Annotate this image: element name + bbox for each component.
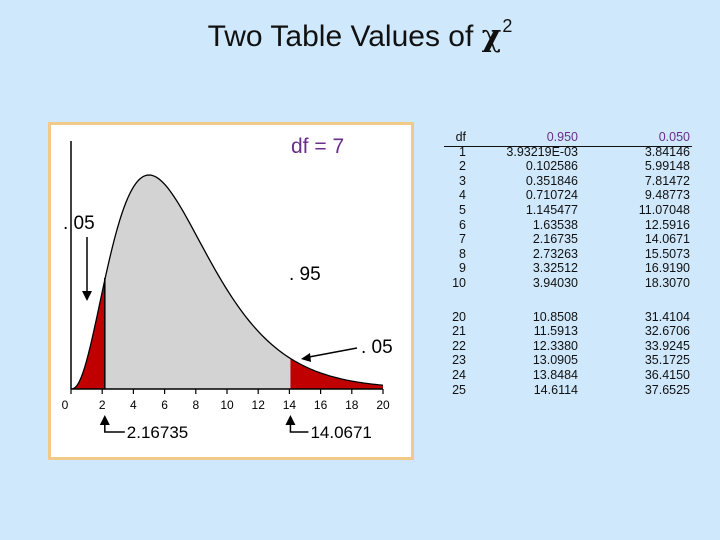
table-cell-p950: 10.8508	[532, 309, 578, 324]
table-cell-p050: 14.0671	[644, 232, 690, 247]
left-tail-label: . 05	[63, 213, 95, 234]
table-cell-df: 9	[459, 261, 466, 276]
table-cell-p050: 18.3070	[644, 275, 690, 290]
table-cell-df: 21	[452, 324, 466, 339]
x-tick-label: 12	[252, 398, 266, 412]
table-cell-p950: 13.8484	[532, 367, 578, 382]
chi-square-chart: 0 2 4 6 8 10 12 14 16 18 20 df = 7 . 05 . 95 . 05 …	[62, 135, 393, 442]
table-gap	[596, 291, 690, 310]
x-tick-label: 18	[345, 398, 359, 412]
density-curve	[70, 174, 384, 390]
table-cell-df: 25	[452, 382, 466, 397]
table-cell-p950: 0.710724	[525, 188, 578, 203]
table-cell-p050: 33.9245	[644, 338, 690, 353]
table-cell-df: 24	[452, 367, 466, 382]
left-critical-arrowhead	[99, 415, 110, 425]
density-area	[71, 175, 383, 389]
right-critical-bracket	[289, 423, 309, 433]
center-area-label: . 95	[289, 264, 321, 285]
p050-column: 0.050 3.84146 5.99148 7.81472 9.48773 11.0704…	[596, 130, 690, 397]
x-tick-label: 0	[62, 398, 69, 412]
table-cell-p050: 16.9190	[644, 261, 690, 276]
right-critical-value: 14.0671	[310, 423, 371, 442]
table-cell-p950: 2.16735	[532, 232, 578, 247]
table-cell-p050: 31.4104	[644, 309, 690, 324]
table-cell-p950: 11.5913	[533, 324, 578, 339]
table-cell-p950: 12.3380	[532, 338, 578, 353]
table-cell-p050: 32.6706	[644, 324, 690, 339]
table-cell-df: 22	[452, 338, 466, 353]
table-cell-p950: 1.145477	[525, 202, 578, 217]
df-column: df 1 2 3 4 5 6 7 8 9 10 20 21 22 23 24 25	[436, 130, 466, 397]
slide-title: Two Table Values of χ2	[0, 16, 720, 54]
p950-column: 0.950 3.93219E-03 0.102586 0.351846 0.710724…	[490, 130, 578, 397]
left-tail-area	[71, 279, 105, 389]
right-tail-area	[290, 358, 383, 389]
table-cell-p950: 3.32512	[532, 261, 578, 276]
table-cell-df: 10	[452, 275, 466, 290]
table-cell-p050: 3.84146	[644, 144, 690, 159]
table-cell-p950: 3.93219E-03	[506, 144, 578, 159]
table-cell-p050: 7.81472	[644, 173, 690, 188]
right-tail-arrowhead	[301, 353, 311, 362]
table-cell-df: 1	[459, 144, 466, 159]
table-cell-df: 6	[459, 217, 466, 232]
table-cell-p050: 11.07048	[638, 202, 690, 217]
table-cell-df: 8	[459, 246, 466, 261]
table-cell-p050: 9.48773	[644, 188, 690, 203]
right-critical-arrowhead	[285, 415, 296, 425]
table-cell-p050: 5.99148	[644, 159, 690, 174]
table-header-rule	[444, 146, 692, 147]
title-superscript: 2	[502, 16, 513, 36]
table-cell-p950: 0.102586	[525, 159, 578, 174]
x-tick-label: 14	[283, 398, 297, 412]
table-cell-p950: 0.351846	[525, 173, 578, 188]
right-tail-label: . 05	[361, 337, 393, 358]
table-header-df: df	[455, 130, 466, 144]
left-critical-value: 2.16735	[127, 423, 188, 442]
table-cell-df: 20	[452, 309, 466, 324]
table-cell-p950: 14.6114	[533, 382, 578, 397]
x-tick-label: 6	[161, 398, 168, 412]
table-cell-p050: 36.4150	[644, 367, 690, 382]
left-tail-arrowhead	[82, 291, 92, 301]
table-cell-df: 3	[459, 173, 466, 188]
x-tick-label: 2	[99, 398, 106, 412]
x-axis-ticks: 0 2 4 6 8 10 12 14 16 18 20	[62, 389, 390, 412]
table-cell-p050: 15.5073	[644, 246, 690, 261]
table-gap	[436, 291, 466, 310]
table-cell-p950: 3.94030	[532, 275, 578, 290]
table-cell-p950: 13.0905	[532, 353, 578, 368]
table-header-p950: 0.950	[546, 130, 578, 144]
title-text: Two Table Values of	[207, 20, 482, 53]
table-cell-p050: 35.1725	[644, 353, 690, 368]
chi-symbol: χ	[481, 19, 502, 54]
chi-square-chart-panel: 0 2 4 6 8 10 12 14 16 18 20 df = 7 . 05 . 95 . 05 …	[48, 122, 414, 460]
table-cell-p050: 37.6525	[644, 382, 690, 397]
table-cell-df: 7	[459, 232, 466, 247]
x-tick-label: 16	[314, 398, 328, 412]
x-tick-label: 10	[220, 398, 234, 412]
table-cell-df: 23	[452, 353, 466, 368]
table-cell-p950: 2.73263	[532, 246, 578, 261]
table-header-p050: 0.050	[658, 130, 690, 144]
table-cell-p050: 12.5916	[644, 217, 690, 232]
x-tick-label: 4	[130, 398, 137, 412]
table-gap	[490, 291, 578, 310]
table-cell-p950: 1.63538	[532, 217, 578, 232]
table-cell-df: 5	[459, 202, 466, 217]
x-tick-label: 8	[192, 398, 199, 412]
left-critical-bracket	[104, 423, 125, 433]
table-cell-df: 4	[459, 188, 466, 203]
x-tick-label: 20	[376, 398, 390, 412]
table-cell-df: 2	[459, 159, 466, 174]
right-tail-arrow	[308, 347, 358, 358]
df-label: df = 7	[291, 135, 344, 158]
